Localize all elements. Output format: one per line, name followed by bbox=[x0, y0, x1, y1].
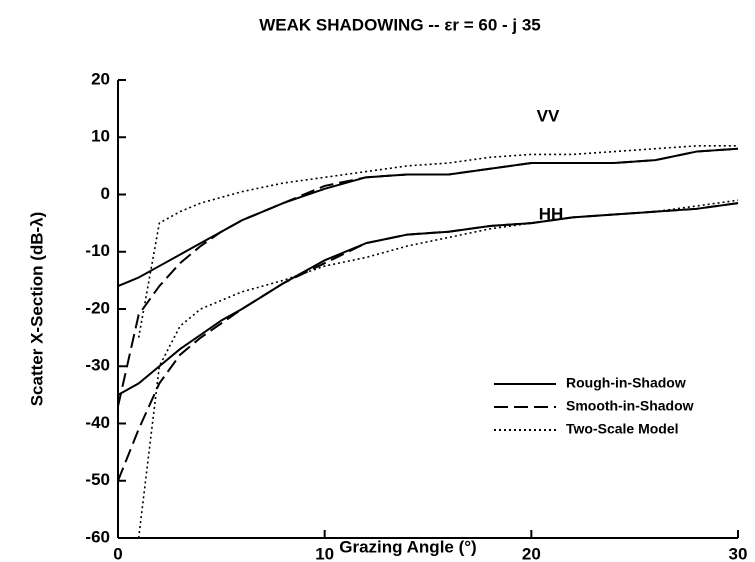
annotation: VV bbox=[537, 106, 560, 125]
y-tick-label: -20 bbox=[85, 298, 110, 317]
series-line bbox=[117, 147, 739, 288]
y-tick-label: -40 bbox=[85, 413, 110, 432]
y-tick-label: 10 bbox=[91, 127, 110, 146]
y-tick-label: -50 bbox=[85, 470, 110, 489]
x-tick-label: 10 bbox=[315, 544, 334, 562]
y-tick-label: -10 bbox=[85, 241, 110, 260]
legend-label: Smooth-in-Shadow bbox=[566, 398, 694, 414]
x-tick-label: 0 bbox=[113, 544, 122, 562]
series-line bbox=[117, 202, 739, 482]
y-tick-label: -30 bbox=[85, 356, 110, 375]
y-axis-label: Scatter X-Section (dB-λ) bbox=[27, 212, 46, 407]
series-line bbox=[137, 199, 739, 539]
legend-label: Two-Scale Model bbox=[566, 421, 679, 437]
y-tick-label: 0 bbox=[101, 184, 110, 203]
series-line bbox=[137, 145, 738, 338]
y-tick-label: -60 bbox=[85, 527, 110, 546]
x-tick-label: 20 bbox=[522, 544, 541, 562]
chart-title: WEAK SHADOWING -- εr = 60 - j 35 bbox=[259, 15, 541, 34]
series-line bbox=[117, 202, 739, 396]
y-tick-label: 20 bbox=[91, 69, 110, 88]
series-line bbox=[117, 147, 739, 407]
x-tick-label: 30 bbox=[729, 544, 748, 562]
x-axis-label: Grazing Angle (°) bbox=[339, 537, 476, 556]
legend-label: Rough-in-Shadow bbox=[566, 375, 686, 391]
